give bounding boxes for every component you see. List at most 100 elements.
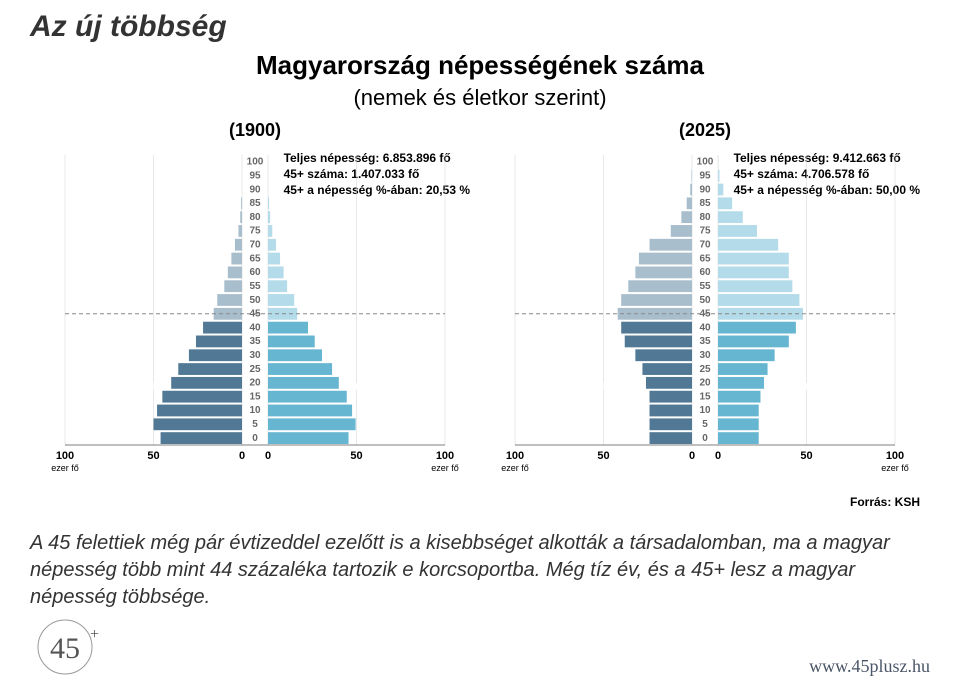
panel-year-label: (1900) xyxy=(229,120,281,141)
age-label: 25 xyxy=(699,364,711,375)
male-bar xyxy=(196,336,242,348)
female-bar xyxy=(718,280,792,292)
body-text: A 45 felettiek még pár évtizeddel ezelőt… xyxy=(30,530,900,611)
age-label: 5 xyxy=(252,419,258,430)
age-label: 70 xyxy=(249,240,261,251)
female-bar xyxy=(718,391,760,403)
xaxis-unit: ezer fő xyxy=(51,463,79,473)
female-bar xyxy=(718,363,768,375)
chart-main-subtitle: (nemek és életkor szerint) xyxy=(0,85,960,111)
female-label: nők xyxy=(805,378,826,393)
female-bar xyxy=(718,405,759,417)
age-label: 55 xyxy=(249,281,261,292)
male-bar xyxy=(189,349,242,361)
male-label: férfiak xyxy=(577,378,613,393)
male-bar xyxy=(650,405,692,417)
age-label: 35 xyxy=(249,336,261,347)
pyramid-panel-2025: (2025) Teljes népesség: 9.412.663 fő 45+… xyxy=(480,115,930,485)
female-bar xyxy=(718,266,789,278)
xaxis-tick: 50 xyxy=(350,450,362,462)
age-label: 90 xyxy=(699,184,711,195)
age-label: 25 xyxy=(249,364,261,375)
male-bar xyxy=(671,225,692,237)
xaxis-tick: 0 xyxy=(239,450,245,462)
xaxis-tick: 0 xyxy=(265,450,271,462)
age-label: 0 xyxy=(702,433,708,444)
female-bar xyxy=(268,377,339,389)
male-label: férfiak xyxy=(127,378,163,393)
xaxis-tick: 100 xyxy=(436,450,454,462)
female-bar xyxy=(268,336,315,348)
female-bar xyxy=(718,225,757,237)
logo-text: 45 xyxy=(50,632,80,665)
age-label: 40 xyxy=(699,322,711,333)
male-bar xyxy=(228,266,242,278)
page-title: Az új többség xyxy=(30,10,227,44)
male-bar xyxy=(628,280,692,292)
age-label: 80 xyxy=(699,212,711,223)
pyramid-svg-2025: 1009590858075706560555045403530252015105… xyxy=(480,145,930,485)
age-label: 65 xyxy=(699,253,711,264)
male-bar xyxy=(650,239,692,251)
panel-year-label: (2025) xyxy=(679,120,731,141)
female-bar xyxy=(268,363,332,375)
male-bar xyxy=(635,349,692,361)
age-label: 30 xyxy=(699,350,711,361)
male-bar xyxy=(650,432,692,444)
male-bar xyxy=(235,239,242,251)
logo-plus: + xyxy=(90,626,99,643)
age-label: 90 xyxy=(249,184,261,195)
age-label: 100 xyxy=(697,157,714,168)
male-bar xyxy=(224,280,242,292)
male-bar xyxy=(691,170,692,182)
age-label: 95 xyxy=(249,170,261,181)
age-label: 15 xyxy=(249,391,261,402)
age-label: 75 xyxy=(699,226,711,237)
age-label: 30 xyxy=(249,350,261,361)
male-bar xyxy=(621,322,692,334)
female-bar xyxy=(718,336,789,348)
female-bar xyxy=(718,294,799,306)
female-bar xyxy=(718,184,723,196)
female-bar xyxy=(718,170,719,182)
female-bar xyxy=(268,211,270,223)
xaxis-tick: 100 xyxy=(56,450,74,462)
footer-url: www.45plusz.hu xyxy=(809,656,930,677)
female-bar xyxy=(718,432,759,444)
male-bar xyxy=(241,197,242,209)
pyramid-panel-1900: (1900) Teljes népesség: 6.853.896 fő 45+… xyxy=(30,115,480,485)
xaxis-unit: ezer fő xyxy=(431,463,459,473)
age-label: 35 xyxy=(699,336,711,347)
age-label: 85 xyxy=(249,198,261,209)
age-label: 60 xyxy=(699,267,711,278)
logo-45plus: 45 + xyxy=(30,617,110,682)
age-label: 10 xyxy=(699,405,711,416)
xaxis-tick: 50 xyxy=(597,450,609,462)
male-bar xyxy=(690,184,692,196)
xaxis-tick: 0 xyxy=(689,450,695,462)
age-label: 20 xyxy=(249,378,261,389)
age-label: 15 xyxy=(699,391,711,402)
age-label: 85 xyxy=(699,198,711,209)
male-bar xyxy=(635,266,692,278)
male-bar xyxy=(240,211,242,223)
male-bar xyxy=(162,391,242,403)
male-bar xyxy=(161,432,242,444)
female-bar xyxy=(268,349,322,361)
female-bar xyxy=(268,239,276,251)
male-bar xyxy=(171,377,242,389)
female-bar xyxy=(268,253,280,265)
pyramid-svg-1900: 1009590858075706560555045403530252015105… xyxy=(30,145,480,485)
age-label: 50 xyxy=(699,295,711,306)
age-label: 80 xyxy=(249,212,261,223)
male-bar xyxy=(681,211,692,223)
female-bar xyxy=(268,391,347,403)
charts-wrap: (1900) Teljes népesség: 6.853.896 fő 45+… xyxy=(30,115,930,485)
male-bar xyxy=(625,336,692,348)
female-bar xyxy=(268,225,272,237)
age-label: 65 xyxy=(249,253,261,264)
age-label: 70 xyxy=(699,240,711,251)
female-bar xyxy=(268,266,284,278)
female-bar xyxy=(718,418,759,430)
female-bar xyxy=(268,280,287,292)
